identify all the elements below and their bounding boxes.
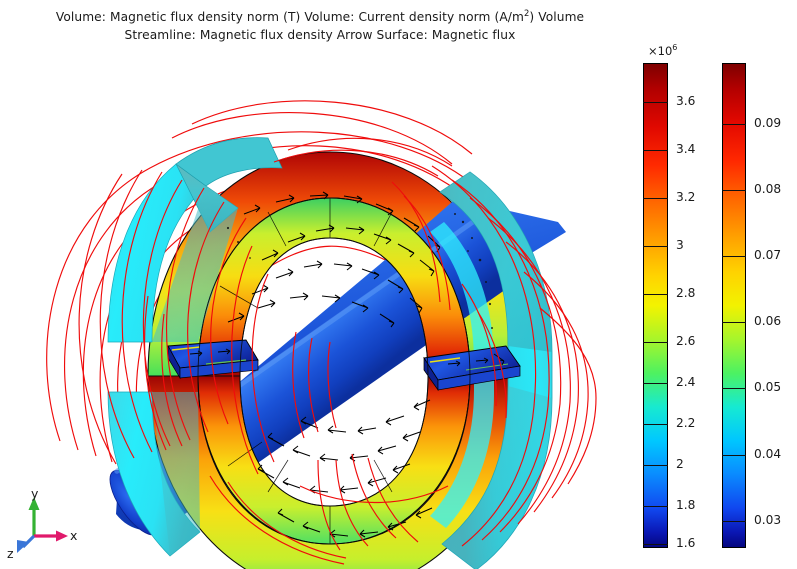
colorbar-primary-exponent-base: ×10: [648, 44, 673, 58]
colorbar-magnetic-flux-density-norm[interactable]: ×106 3.6 3.4 3.2 3 2.8 2.6 2.4 2.2 2 1.8…: [643, 0, 733, 569]
z-axis-label: z: [7, 546, 14, 561]
colorbar-primary-tick-mark: [643, 294, 668, 296]
y-axis-label: y: [31, 486, 39, 501]
colorbar-primary-tick-mark: [643, 150, 668, 152]
y-axis-arrow: [28, 497, 40, 536]
plot-title: Volume: Magnetic flux density norm (T) V…: [0, 8, 640, 44]
coil-right: [430, 171, 553, 569]
colorbar-primary-tick-mark: [643, 246, 668, 248]
colorbar-primary-tick-label-9: 2: [676, 457, 684, 471]
colorbar-primary-tick-mark: [643, 342, 668, 344]
colorbar-secondary-tick-label-3: 0.07: [754, 248, 782, 262]
plot-title-superscript: 2: [523, 8, 530, 18]
colorbar-secondary-tick-mark: [722, 521, 746, 523]
x-axis-label: x: [70, 528, 78, 543]
z-axis-arrow: [17, 534, 36, 553]
colorbar-primary-tick-label-8: 2.2: [676, 416, 696, 430]
colorbar-secondary-tick-label-1: 0.09: [754, 116, 782, 130]
colorbar-secondary-strip[interactable]: [722, 63, 746, 548]
colorbar-primary-tick-label-5: 2.8: [676, 286, 696, 300]
colorbar-secondary-tick-mark: [722, 256, 746, 258]
plot-canvas[interactable]: [0, 46, 636, 569]
colorbar-secondary-tick-label-4: 0.06: [754, 314, 782, 328]
colorbar-secondary-tick-mark: [722, 190, 746, 192]
colorbar-secondary-tick-label-6: 0.04: [754, 447, 782, 461]
colorbar-secondary-tick-mark: [722, 322, 746, 324]
colorbar-primary-tick-label-6: 2.6: [676, 334, 696, 348]
colorbar-primary-tick-mark: [643, 506, 668, 508]
colorbar-primary-tick-label-2: 3.4: [676, 142, 696, 156]
colorbar-primary-tick-label-11: 1.6: [676, 536, 696, 550]
coil-left-upper: [107, 137, 283, 343]
colorbar-primary-tick-mark: [643, 465, 668, 467]
colorbar-primary-exponent-power: 6: [672, 43, 678, 53]
colorbar-secondary-tick-label-2: 0.08: [754, 182, 782, 196]
streamlines-front: [78, 137, 597, 565]
plot-title-line-2: Streamline: Magnetic flux density Arrow …: [124, 28, 516, 42]
colorbar-primary-tick-mark: [643, 383, 668, 385]
colorbar-secondary-tick-mark: [722, 388, 746, 390]
plot-title-line-1-post: ) Volume: [529, 10, 585, 24]
colorbar-primary-tick-label-3: 3.2: [676, 190, 696, 204]
colorbar-secondary-tick-label-5: 0.05: [754, 380, 782, 394]
colorbar-primary-tick-label-10: 1.8: [676, 498, 696, 512]
plot-title-line-1: Volume: Magnetic flux density norm (T) V…: [0, 8, 640, 26]
colorbar-secondary-tick-mark: [722, 124, 746, 126]
colorbar-secondary-tick-mark: [722, 455, 746, 457]
mesh-speckles: [226, 213, 493, 329]
torus-edges: [197, 197, 471, 545]
axis-orientation-triad[interactable]: y x z: [7, 486, 84, 564]
arrow-surface: [219, 191, 441, 544]
colorbar-current-density-norm[interactable]: 0.09 0.08 0.07 0.06 0.05 0.04 0.03: [722, 0, 797, 569]
colorbar-secondary-tick-label-7: 0.03: [754, 513, 782, 527]
colorbar-primary-strip[interactable]: [643, 63, 668, 548]
colorbar-primary-exponent: ×106: [648, 44, 677, 58]
colorbar-primary-tick-mark: [643, 198, 668, 200]
plot-title-line-1-pre: Volume: Magnetic flux density norm (T) V…: [55, 10, 524, 24]
colorbar-primary-tick-label-1: 3.6: [676, 94, 696, 108]
x-axis-arrow: [34, 530, 68, 542]
colorbar-primary-tick-mark: [643, 102, 668, 104]
colorbar-primary-tick-mark: [643, 544, 668, 546]
plot-scene: [46, 100, 597, 569]
colorbar-primary-tick-label-4: 3: [676, 238, 684, 252]
colorbar-primary-tick-label-7: 2.4: [676, 375, 696, 389]
colorbar-primary-tick-mark: [643, 424, 668, 426]
coil-terminal-left: [167, 339, 259, 380]
